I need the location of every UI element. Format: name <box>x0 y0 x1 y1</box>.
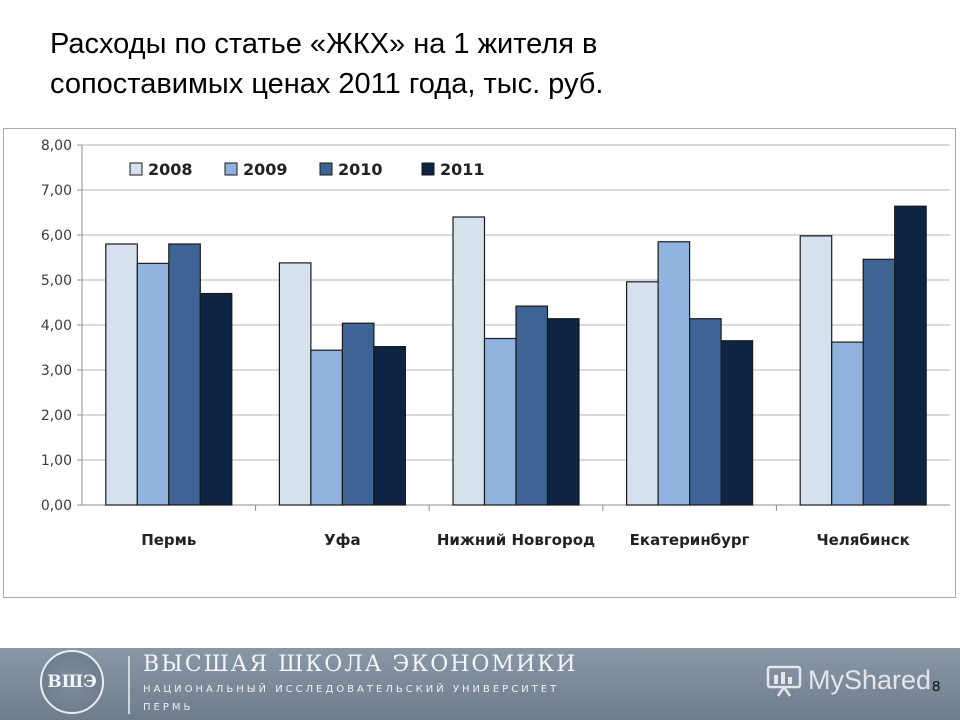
page-number: 8 <box>932 678 941 695</box>
y-tick-label: 6,00 <box>41 228 72 244</box>
slide-title-line-2: сопоставимых ценах 2011 года, тыс. руб. <box>50 68 604 100</box>
legend-swatch <box>421 162 435 176</box>
slide-title-line-1: Расходы по статье «ЖКХ» на 1 жителя в <box>50 28 598 60</box>
legend-label: 2010 <box>338 160 383 179</box>
category-label: Пермь <box>141 531 196 549</box>
legend-label: 2008 <box>148 160 193 179</box>
legend-label: 2009 <box>243 160 288 179</box>
bar <box>483 337 517 506</box>
y-tick-label: 4,00 <box>41 318 72 334</box>
bar <box>831 341 864 506</box>
legend-swatch <box>319 162 333 176</box>
bar <box>136 262 170 506</box>
y-tick-label: 5,00 <box>41 273 72 289</box>
org-city: ПЕРМЬ <box>143 702 194 713</box>
presentation-icon <box>766 665 802 697</box>
bar <box>625 281 659 506</box>
category-label: Нижний Новгород <box>437 531 595 549</box>
bar <box>894 205 927 506</box>
legend-swatch <box>129 162 143 176</box>
bar <box>310 349 343 506</box>
chart-frame: 0,00 1,00 2,00 3,00 4,00 5,00 6,00 7,00 8,00 Перм… <box>3 128 956 598</box>
category-label: Уфа <box>324 531 361 549</box>
bar <box>341 322 375 506</box>
y-tick-label: 0,00 <box>41 498 72 514</box>
footer-banner: ВШЭ ВЫСШАЯ ШКОЛА ЭКОНОМИКИ НАЦИОНАЛЬНЫЙ … <box>0 648 960 720</box>
footer-divider <box>128 656 130 714</box>
bar <box>278 262 312 506</box>
org-subtitle: НАЦИОНАЛЬНЫЙ ИССЛЕДОВАТЕЛЬСКИЙ УНИВЕРСИТ… <box>143 684 560 695</box>
legend-swatch <box>224 162 238 176</box>
bar <box>168 243 201 506</box>
bar <box>862 258 896 506</box>
watermark: MyShared <box>766 660 931 700</box>
university-logo-mark: ВШЭ <box>47 672 97 692</box>
bar-chart: 0,00 1,00 2,00 3,00 4,00 5,00 6,00 7,00 8,00 Перм… <box>41 138 950 549</box>
category-label: Челябинск <box>817 531 910 549</box>
bar <box>688 318 722 506</box>
bar <box>199 292 233 506</box>
y-tick-label: 7,00 <box>41 183 72 199</box>
university-logo: ВШЭ <box>40 650 104 714</box>
bar <box>657 241 691 506</box>
category-label: Екатеринбург <box>630 531 750 549</box>
bar <box>373 346 406 506</box>
y-tick-label: 3,00 <box>41 363 72 379</box>
legend-label: 2011 <box>440 160 485 179</box>
y-tick-label: 2,00 <box>41 408 72 424</box>
org-name: ВЫСШАЯ ШКОЛА ЭКОНОМИКИ <box>143 652 578 677</box>
bar <box>452 216 486 506</box>
bar <box>546 318 580 506</box>
bar <box>105 243 138 506</box>
bar <box>799 235 833 506</box>
y-tick-label: 8,00 <box>41 138 72 154</box>
bar <box>720 340 754 506</box>
watermark-text: MyShared <box>808 664 932 695</box>
y-tick-label: 1,00 <box>41 453 72 469</box>
slide-title: Расходы по статье «ЖКХ» на 1 жителя в со… <box>50 24 910 104</box>
bar <box>515 305 549 506</box>
